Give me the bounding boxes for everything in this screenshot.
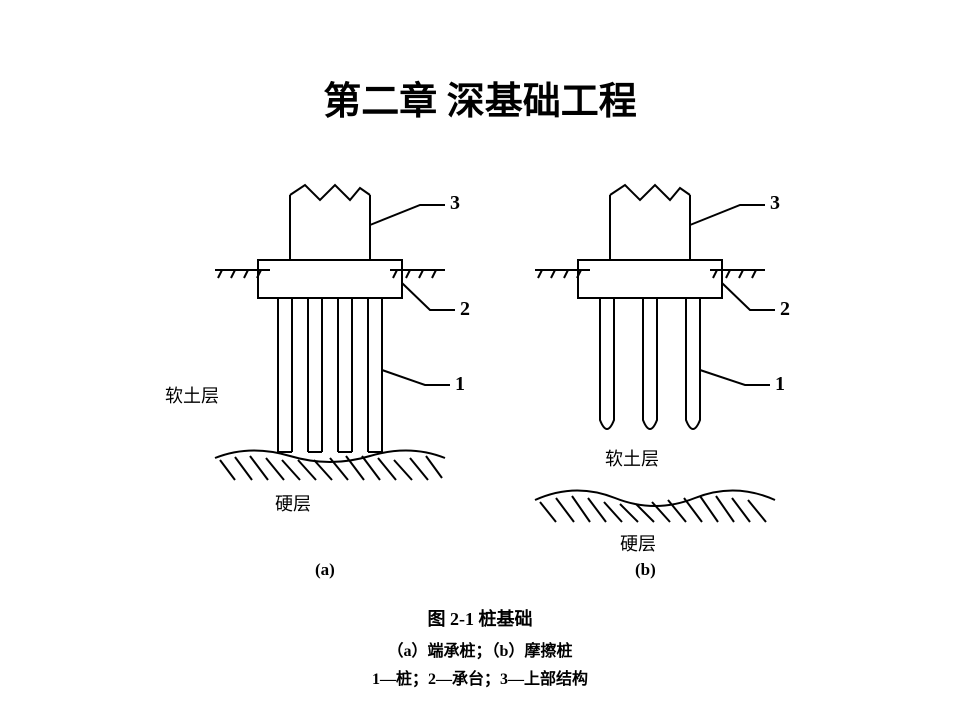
a-sub-label: (a): [315, 560, 335, 580]
figure-caption: 图 2-1 桩基础 （a）端承桩；（b）摩擦桩 1—桩；2—承台；3—上部结构: [0, 605, 960, 689]
a-num-3: 3: [450, 192, 460, 215]
caption-line3: 1—桩；2—承台；3—上部结构: [0, 665, 960, 689]
b-hard-layer-label: 硬层: [620, 530, 656, 556]
a-num-1: 1: [455, 373, 465, 396]
a-num-2: 2: [460, 298, 470, 321]
b-num-3: 3: [770, 192, 780, 215]
b-sub-label: (b): [635, 560, 656, 580]
b-soft-layer-label: 软土层: [605, 445, 659, 471]
a-hard-layer-label: 硬层: [275, 490, 311, 516]
caption-line1: 图 2-1 桩基础: [0, 605, 960, 631]
a-soft-layer-label: 软土层: [165, 382, 219, 408]
diagram-b: [535, 185, 775, 522]
caption-line2: （a）端承桩；（b）摩擦桩: [0, 637, 960, 661]
b-num-1: 1: [775, 373, 785, 396]
b-num-2: 2: [780, 298, 790, 321]
diagram-a: [215, 185, 455, 480]
